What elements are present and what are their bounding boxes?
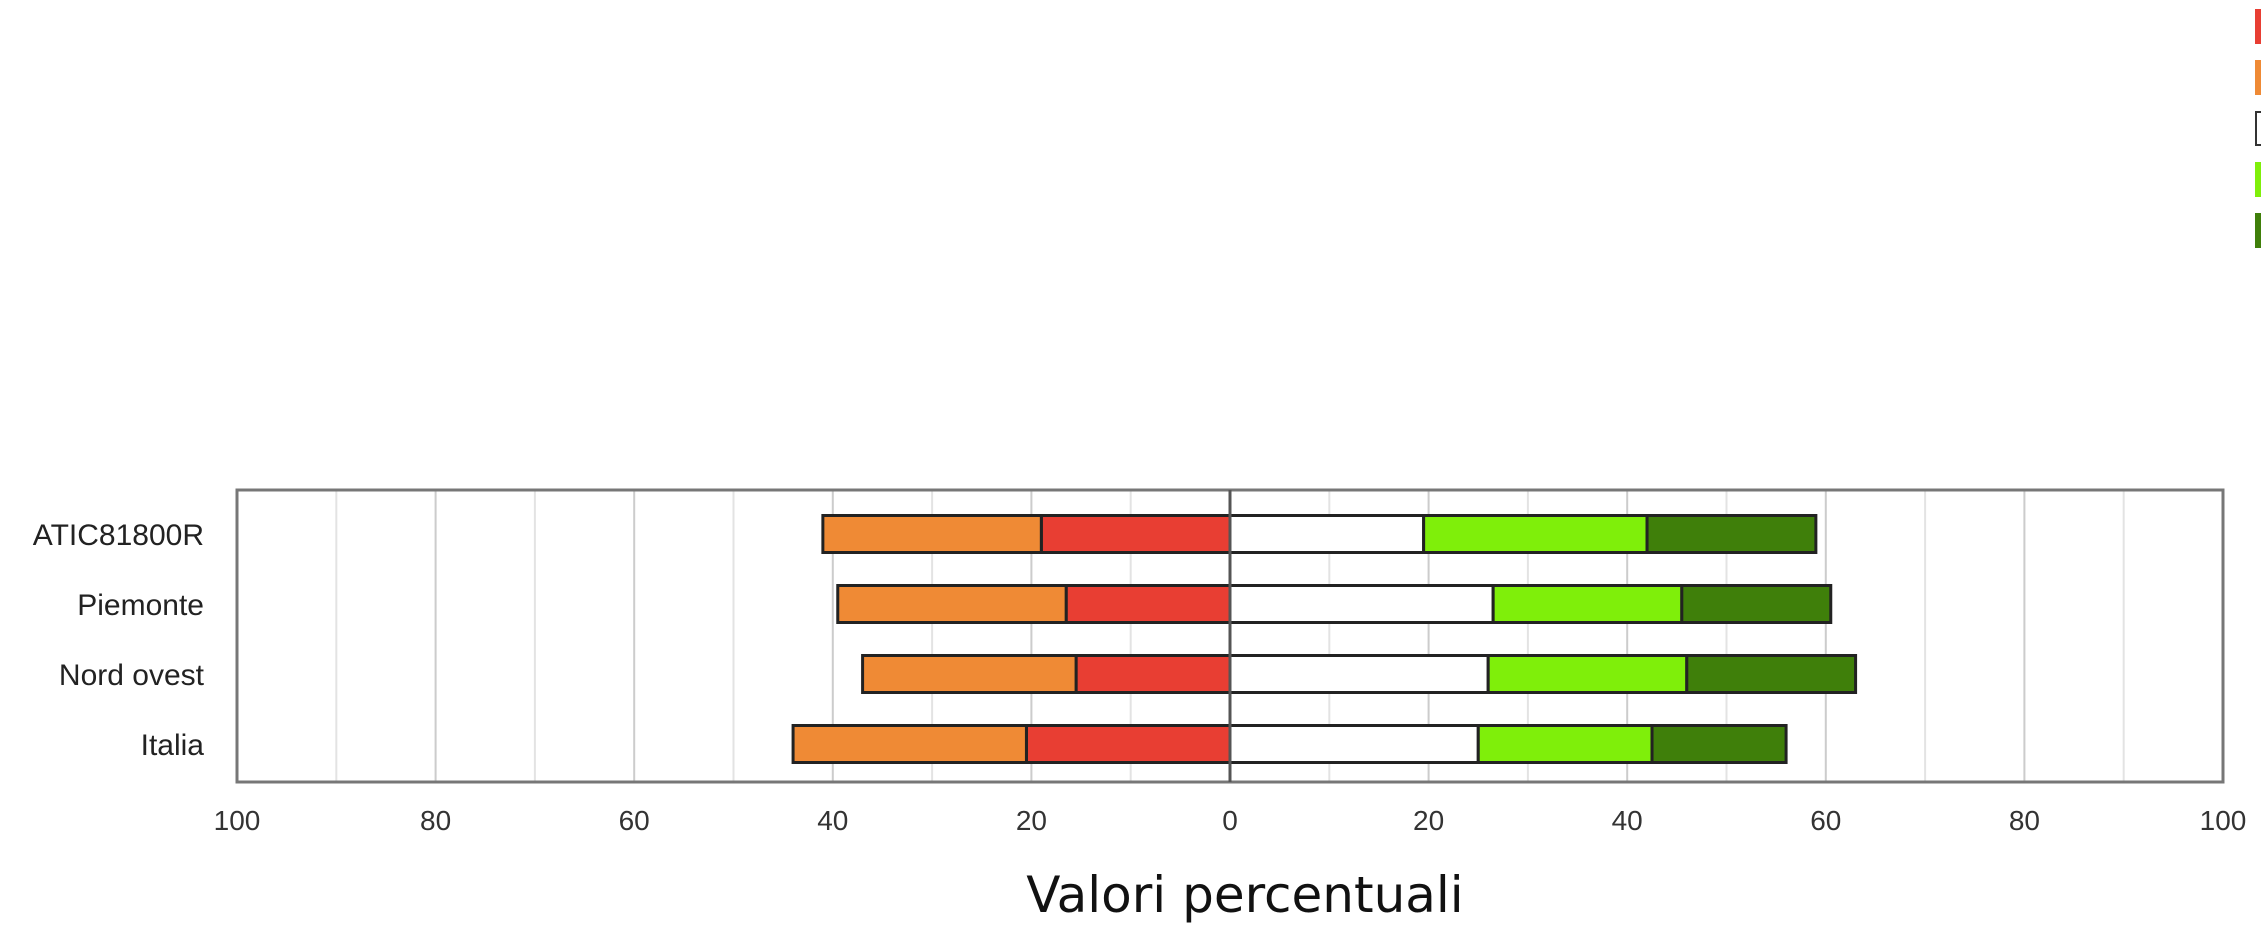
bar-segment (1074, 654, 1232, 694)
category-label: Piemonte (77, 589, 204, 622)
x-tick-label: 80 (420, 805, 451, 836)
x-tick-label: 20 (1016, 805, 1047, 836)
x-tick-label: 100 (214, 805, 261, 836)
bar-segment (821, 514, 1043, 554)
legend (2255, 9, 2261, 248)
tick-labels: 100 80 60 40 20 0 20 40 60 80 100 (214, 805, 2247, 836)
bar-segment (1486, 654, 1689, 694)
bar-segment (1645, 514, 1818, 554)
bar-segment (1039, 514, 1232, 554)
x-tick-label: 80 (2009, 805, 2040, 836)
bar-segment (1685, 654, 1858, 694)
legend-swatch (2255, 111, 2261, 146)
x-tick-label: 20 (1413, 805, 1444, 836)
bar-segment (1650, 724, 1788, 764)
bar-segment (1024, 724, 1232, 764)
category-label: Italia (141, 729, 205, 762)
bar-segment (1228, 654, 1490, 694)
x-tick-label: 60 (619, 805, 650, 836)
category-labels: ATIC81800R Piemonte Nord ovest Italia (33, 519, 205, 762)
bar-segment (1228, 514, 1426, 554)
category-label: Nord ovest (59, 659, 205, 692)
bar-segment (1064, 584, 1232, 624)
legend-swatch (2255, 9, 2261, 44)
bars (791, 514, 1858, 764)
legend-swatch (2255, 162, 2261, 197)
bar-segment (1422, 514, 1649, 554)
legend-swatch (2255, 213, 2261, 248)
x-tick-label: 0 (1222, 805, 1238, 836)
x-axis-title: Valori percentuali (1026, 866, 1463, 924)
x-tick-label: 40 (817, 805, 848, 836)
bar-segment (1228, 584, 1495, 624)
bar-segment (861, 654, 1078, 694)
legend-swatch (2255, 60, 2261, 95)
bar-segment (791, 724, 1028, 764)
category-label: ATIC81800R (33, 519, 204, 552)
x-tick-label: 40 (1612, 805, 1643, 836)
bar-segment (1476, 724, 1654, 764)
bar-segment (1491, 584, 1684, 624)
bar-segment (1228, 724, 1480, 764)
x-tick-label: 100 (2200, 805, 2247, 836)
bar-segment (1680, 584, 1833, 624)
bar-segment (836, 584, 1068, 624)
x-tick-label: 60 (1810, 805, 1841, 836)
